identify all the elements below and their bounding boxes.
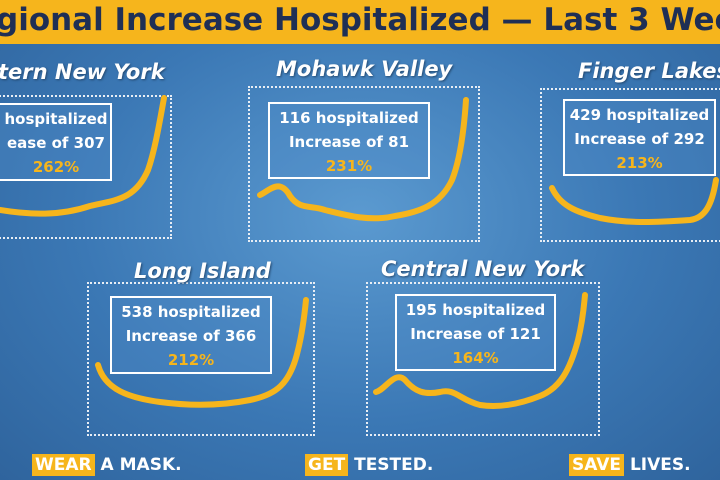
panel-frame: [248, 86, 480, 242]
panel-title: Long Island: [134, 259, 271, 283]
panel-title: Finger Lakes: [578, 59, 720, 83]
hospitalized: 116 hospitalized: [279, 109, 419, 127]
panel-frame: [0, 95, 172, 239]
curve: [257, 97, 469, 222]
slogan-text: A MASK.: [100, 455, 182, 475]
panel-frame: [87, 282, 315, 436]
panel-title: Mohawk Valley: [276, 57, 453, 81]
banner: gional Increase Hospitalized — Last 3 We…: [0, 0, 720, 44]
stats-box: 116 hospitalized Increase of 81 231%: [268, 102, 430, 179]
stats-box: 195 hospitalized Increase of 121 164%: [395, 294, 556, 371]
title: gional Increase Hospitalized — Last 3 We…: [0, 2, 720, 38]
percent: 213%: [616, 154, 663, 172]
stats-box: 429 hospitalized Increase of 292 213%: [563, 99, 716, 176]
slogan: SAVE LIVES.: [569, 454, 691, 476]
slogan-highlight: WEAR: [32, 454, 95, 476]
increase: Increase of 81: [288, 133, 410, 151]
percent: 212%: [167, 351, 215, 369]
hospitalized: 195 hospitalized: [405, 301, 546, 319]
percent: 231%: [325, 157, 373, 175]
increase: Increase of 366: [125, 327, 257, 345]
slogan-highlight: SAVE: [569, 454, 625, 476]
increase: Increase of 121: [410, 325, 541, 343]
panel-title: Central New York: [381, 257, 585, 281]
curve: [373, 292, 588, 409]
increase: Increase of 292: [574, 130, 705, 148]
curve: [95, 297, 309, 408]
slogan: GET TESTED.: [305, 454, 434, 476]
panel-frame: [540, 88, 720, 242]
percent: 164%: [452, 349, 499, 367]
slogan-text: LIVES.: [629, 455, 691, 475]
hospitalized: hospitalized: [4, 110, 108, 128]
panel-frame: [366, 282, 600, 436]
slogan: WEAR A MASK.: [32, 454, 182, 476]
slogan-text: TESTED.: [354, 455, 434, 475]
stats-box: 538 hospitalized Increase of 366 212%: [110, 296, 272, 374]
curve: [0, 95, 167, 217]
panel-title: tern New York: [0, 60, 165, 84]
slogan-highlight: GET: [305, 454, 349, 476]
stats-box: hospitalized ease of 307 262%: [0, 103, 112, 181]
increase: ease of 307: [7, 134, 105, 152]
percent: 262%: [32, 158, 80, 176]
hospitalized: 429 hospitalized: [569, 106, 710, 124]
hospitalized: 538 hospitalized: [121, 303, 261, 321]
curve: [549, 177, 719, 225]
